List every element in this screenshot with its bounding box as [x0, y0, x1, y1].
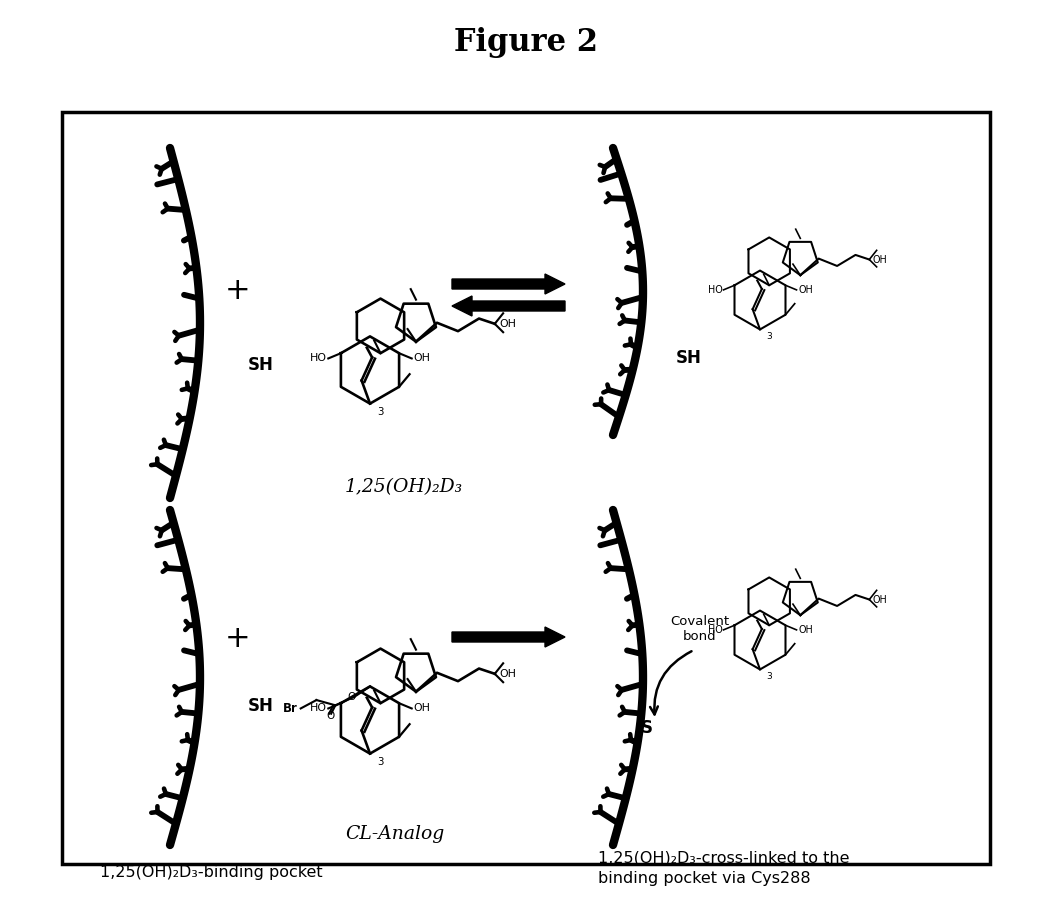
Text: 3: 3 — [377, 757, 383, 767]
Text: OH: OH — [798, 624, 813, 635]
Text: O: O — [347, 692, 355, 702]
Text: S: S — [641, 719, 653, 737]
Polygon shape — [452, 627, 565, 647]
Text: OH: OH — [414, 354, 431, 364]
Text: 3: 3 — [377, 407, 383, 417]
Text: +: + — [225, 275, 251, 304]
Text: OH: OH — [499, 319, 516, 329]
Text: SH: SH — [249, 697, 274, 715]
Text: OH: OH — [798, 285, 813, 295]
Text: HO: HO — [708, 624, 722, 635]
Text: HO: HO — [311, 354, 327, 364]
Text: OH: OH — [414, 703, 431, 713]
Text: +: + — [225, 624, 251, 653]
Text: OH: OH — [873, 595, 888, 605]
Text: Covalent
bond: Covalent bond — [671, 615, 730, 643]
Text: OH: OH — [873, 254, 888, 264]
Text: 1,25(OH)₂D₃-binding pocket: 1,25(OH)₂D₃-binding pocket — [100, 864, 322, 880]
Text: HO: HO — [708, 285, 722, 295]
Text: OH: OH — [499, 669, 516, 679]
Text: SH: SH — [676, 349, 702, 367]
Text: CL-Analog: CL-Analog — [345, 825, 444, 843]
Text: 1,25(OH)₂D₃-cross-linked to the: 1,25(OH)₂D₃-cross-linked to the — [598, 851, 850, 865]
Polygon shape — [452, 274, 565, 294]
Text: O: O — [326, 710, 334, 720]
Text: SH: SH — [249, 356, 274, 374]
Text: 1,25(OH)₂D₃: 1,25(OH)₂D₃ — [345, 478, 463, 496]
Text: 3: 3 — [766, 672, 772, 681]
Text: HO: HO — [311, 703, 327, 713]
Text: 3: 3 — [766, 332, 772, 341]
Bar — [62, 112, 990, 864]
Text: binding pocket via Cys288: binding pocket via Cys288 — [598, 871, 811, 885]
Text: Figure 2: Figure 2 — [454, 26, 598, 58]
Polygon shape — [452, 296, 565, 316]
Text: Br: Br — [283, 702, 298, 715]
